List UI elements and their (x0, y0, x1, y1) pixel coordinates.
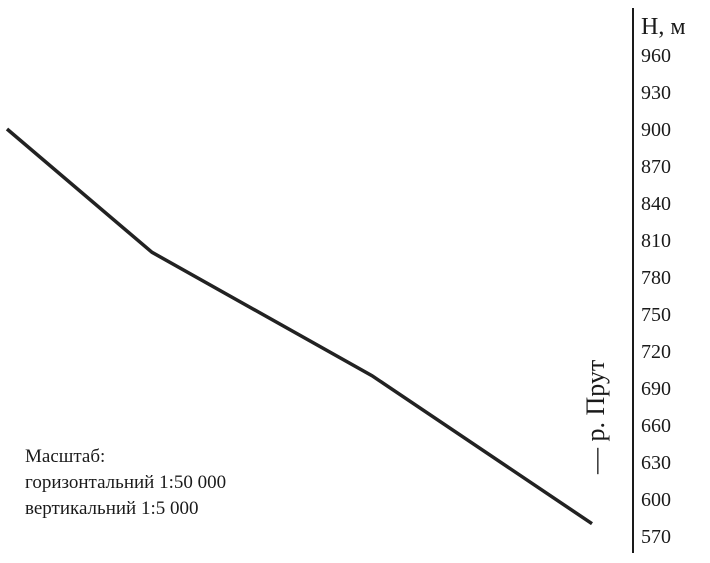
y-tick-label: 750 (641, 304, 671, 326)
river-label: — р. Прут (581, 360, 610, 475)
y-tick-label: 900 (641, 119, 671, 141)
y-tick-label: 600 (641, 489, 671, 511)
profile-line (5, 127, 593, 526)
scale-vertical: вертикальний 1:5 000 (25, 498, 199, 519)
scale-heading: Масштаб: (25, 446, 105, 467)
y-tick-label: 840 (641, 193, 671, 215)
y-tick-label: 720 (641, 341, 671, 363)
y-axis-label: H, м (641, 14, 686, 40)
y-tick-label: 780 (641, 267, 671, 289)
y-tick-label: 930 (641, 82, 671, 104)
y-tick-label: 870 (641, 156, 671, 178)
y-tick-label: 630 (641, 452, 671, 474)
y-tick-labels: 960 930 900 870 840 810 780 750 720 690 660 630 600 5… (641, 45, 671, 548)
scale-horizontal: горизонтальний 1:50 000 (25, 472, 226, 493)
y-tick-label: 810 (641, 230, 671, 252)
y-tick-label: 690 (641, 378, 671, 400)
scale-legend: Масштаб: горизонтальний 1:50 000 вертика… (25, 446, 226, 519)
series-group (5, 127, 593, 526)
y-tick-label: 570 (641, 526, 671, 548)
y-tick-label: 660 (641, 415, 671, 437)
y-tick-label: 960 (641, 45, 671, 67)
